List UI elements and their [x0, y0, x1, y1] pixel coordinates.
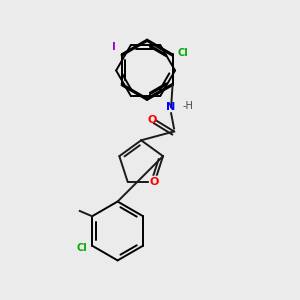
Text: O: O — [148, 115, 157, 125]
Text: Cl: Cl — [178, 48, 189, 59]
Text: I: I — [112, 42, 116, 52]
Text: O: O — [150, 177, 159, 187]
Text: N: N — [167, 102, 176, 112]
Text: -H: -H — [182, 101, 193, 111]
Text: Cl: Cl — [76, 243, 87, 253]
